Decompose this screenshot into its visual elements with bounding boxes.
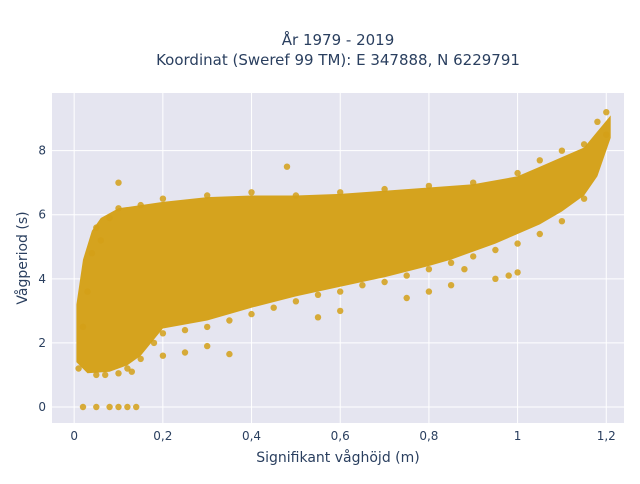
data-point: [447, 282, 455, 289]
data-point: [447, 259, 455, 266]
data-point: [381, 278, 388, 286]
data-point: [128, 368, 135, 375]
data-point: [292, 298, 300, 305]
data-point: [425, 266, 433, 273]
x-tick-label: 1,2: [597, 429, 616, 443]
data-point: [115, 403, 122, 411]
data-point: [580, 141, 588, 148]
data-points: [75, 109, 610, 411]
data-point: [159, 330, 167, 337]
data-point: [536, 157, 543, 164]
point-cloud-envelope: [76, 115, 611, 374]
data-point: [248, 189, 255, 196]
y-axis-ticks: 0 2 4 6 8: [38, 144, 46, 414]
data-point: [97, 237, 105, 244]
data-point: [603, 109, 610, 116]
data-point: [403, 272, 410, 279]
data-point: [461, 266, 468, 273]
data-point: [93, 403, 100, 411]
data-point: [425, 288, 433, 295]
data-point: [115, 205, 122, 212]
data-point: [226, 350, 233, 358]
x-axis-ticks: 0 0,2 0,4 0,6 0,8 1 1,2: [70, 429, 615, 443]
data-point: [124, 365, 131, 372]
data-point: [106, 214, 113, 222]
data-point: [514, 269, 521, 276]
data-point: [283, 163, 291, 170]
data-point: [204, 342, 211, 350]
y-tick-label: 2: [38, 336, 46, 350]
data-point: [226, 317, 233, 324]
data-point: [115, 370, 122, 377]
x-tick-label: 0,8: [419, 429, 438, 443]
data-point: [492, 275, 499, 282]
y-tick-label: 8: [38, 144, 46, 158]
data-point: [84, 288, 91, 295]
data-point: [181, 326, 189, 334]
x-tick-label: 0,2: [153, 429, 172, 443]
data-point: [314, 314, 322, 321]
data-point: [603, 131, 610, 138]
data-point: [337, 288, 344, 295]
y-tick-label: 4: [38, 272, 46, 286]
data-point: [79, 323, 87, 331]
data-point: [558, 147, 566, 154]
data-point: [270, 304, 277, 311]
data-point: [106, 403, 113, 411]
x-axis-title: Signifikant våghöjd (m): [256, 449, 419, 466]
x-tick-label: 0,6: [331, 429, 350, 443]
data-point: [75, 365, 82, 372]
data-point: [93, 371, 100, 379]
data-point: [470, 179, 477, 186]
data-point: [514, 169, 521, 177]
chart-subtitle: Koordinat (Sweref 99 TM): E 347888, N 62…: [156, 51, 520, 69]
data-point: [137, 355, 144, 363]
data-point: [292, 192, 300, 199]
data-point: [93, 224, 100, 231]
y-tick-label: 6: [38, 208, 46, 222]
data-point: [137, 201, 144, 209]
data-point: [159, 195, 167, 202]
data-point: [150, 339, 158, 347]
x-tick-label: 0: [70, 429, 78, 443]
data-point: [115, 179, 122, 186]
data-point: [492, 246, 499, 254]
data-point: [181, 349, 189, 356]
data-point: [159, 352, 167, 359]
data-point: [594, 118, 601, 126]
data-point: [204, 323, 211, 331]
y-tick-label: 0: [38, 400, 46, 414]
data-point: [425, 182, 433, 190]
data-point: [381, 185, 388, 193]
data-point: [79, 403, 87, 411]
data-point: [337, 189, 344, 196]
data-point: [403, 294, 410, 302]
data-point: [314, 291, 322, 298]
data-point: [248, 310, 255, 318]
data-point: [536, 230, 543, 238]
data-cloud: [76, 115, 611, 374]
data-point: [580, 195, 588, 202]
data-point: [337, 307, 344, 315]
chart-title: År 1979 - 2019: [282, 30, 395, 49]
x-tick-label: 0,4: [242, 429, 261, 443]
data-point: [514, 240, 521, 247]
data-point: [204, 192, 211, 199]
y-axis-title: Vågperiod (s): [14, 211, 31, 304]
data-point: [133, 403, 140, 411]
x-tick-label: 1: [514, 429, 522, 443]
data-point: [359, 282, 366, 289]
data-point: [505, 272, 512, 279]
data-point: [88, 250, 96, 257]
data-point: [470, 253, 477, 260]
data-point: [102, 371, 109, 379]
data-point: [124, 403, 131, 411]
data-point: [558, 218, 566, 225]
